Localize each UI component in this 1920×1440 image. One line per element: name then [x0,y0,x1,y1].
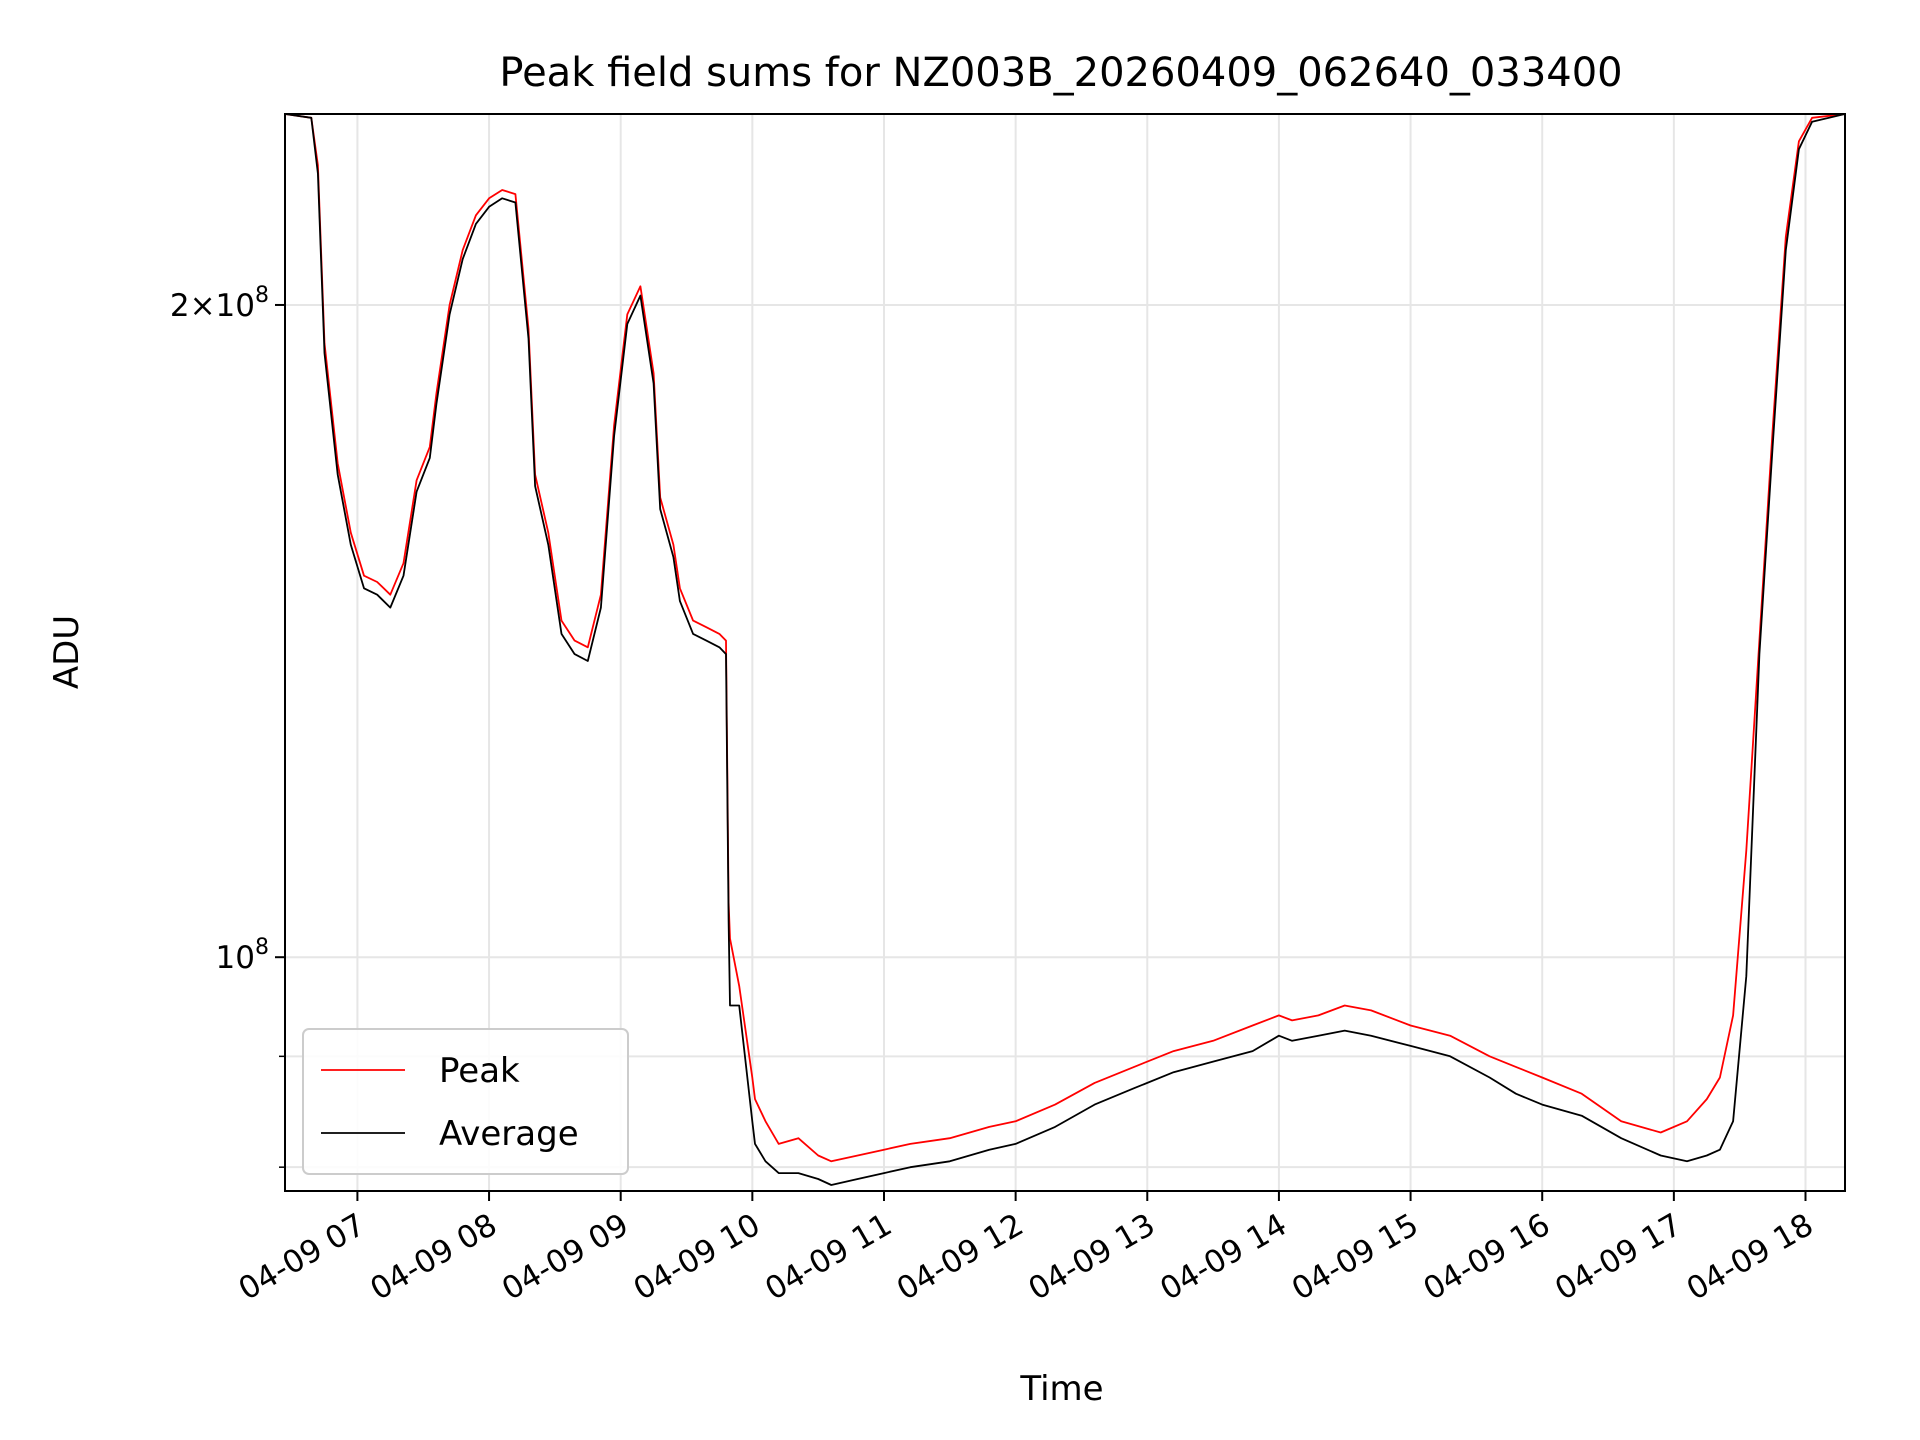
y-tick-base: 10 [216,288,255,324]
grid [285,114,1845,1191]
x-axis-label: Time [1019,1369,1103,1409]
y-tick-base: 10 [216,940,255,976]
y-tick-coef: 2 [170,288,190,324]
series-group [285,114,1845,1186]
plot-frame [284,113,1846,1192]
y-tick-exp: 8 [255,283,269,308]
y-axis-label: ADU [47,615,87,689]
y-tick-label: 2×108 [170,283,269,324]
y-tick-times: × [190,288,216,324]
legend: Peak Average [302,1028,629,1175]
legend-box [302,1028,629,1175]
legend-label-average: Average [439,1114,579,1154]
series-line-peak [285,114,1845,1163]
y-tick-exp: 8 [255,935,269,960]
chart-title: Peak field sums for NZ003B_20260409_0626… [499,50,1622,96]
legend-label-peak: Peak [439,1051,520,1091]
series-line-average [285,114,1845,1186]
y-tick-label: 108 [216,935,269,976]
